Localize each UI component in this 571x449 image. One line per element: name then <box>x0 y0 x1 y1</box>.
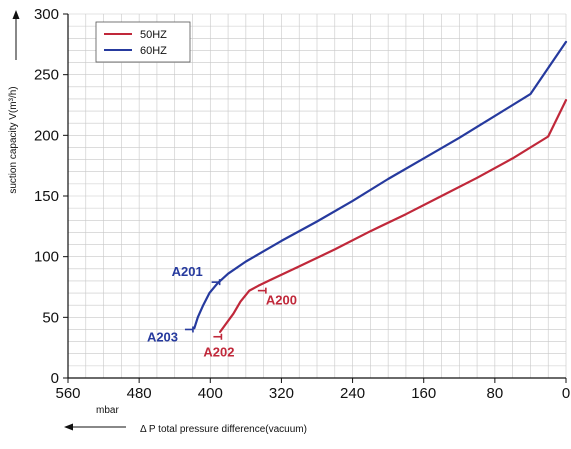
y-tick-label: 100 <box>34 249 59 266</box>
legend-label-50hz: 50HZ <box>140 29 167 41</box>
x-axis-label: Δ P total pressure difference(vacuum) <box>140 424 307 435</box>
x-tick-label: 480 <box>127 385 152 402</box>
x-tick-label: 0 <box>562 385 570 402</box>
x-tick-label: 400 <box>198 385 223 402</box>
annotation-label-a202: A202 <box>203 345 234 360</box>
x-tick-label: 80 <box>487 385 504 402</box>
x-tick-label: 320 <box>269 385 294 402</box>
y-axis-label: suction capacity V(m³/h) <box>8 86 19 193</box>
x-tick-label: 560 <box>55 385 80 402</box>
y-tick-label: 200 <box>34 127 59 144</box>
legend-label-60hz: 60HZ <box>140 45 167 57</box>
legend: 50HZ 60HZ <box>95 21 191 63</box>
y-tick-label: 0 <box>51 370 59 387</box>
legend-box <box>95 21 191 63</box>
grid <box>67 13 567 379</box>
y-tick-label: 150 <box>34 188 59 205</box>
y-axis-arrowhead <box>12 10 20 19</box>
y-tick-label: 50 <box>42 309 59 326</box>
series-line-60hz <box>193 40 568 330</box>
series-lines <box>193 40 568 333</box>
x-tick-label: 240 <box>340 385 365 402</box>
series-line-50hz <box>219 99 568 333</box>
annotation-label-a201: A201 <box>172 264 203 279</box>
annotations: A201 A203 A200 A202 <box>147 264 297 360</box>
x-tick-label: 160 <box>411 385 436 402</box>
axes: 560 480 400 320 240 160 80 0 0 50 100 150 200 250 300 <box>12 6 570 431</box>
x-axis-arrowhead <box>64 423 73 431</box>
annotation-label-a200: A200 <box>266 293 297 308</box>
annotation-label-a203: A203 <box>147 329 178 344</box>
y-tick-label: 250 <box>34 67 59 84</box>
y-tick-label: 300 <box>34 6 59 23</box>
x-unit-label: mbar <box>96 405 119 416</box>
